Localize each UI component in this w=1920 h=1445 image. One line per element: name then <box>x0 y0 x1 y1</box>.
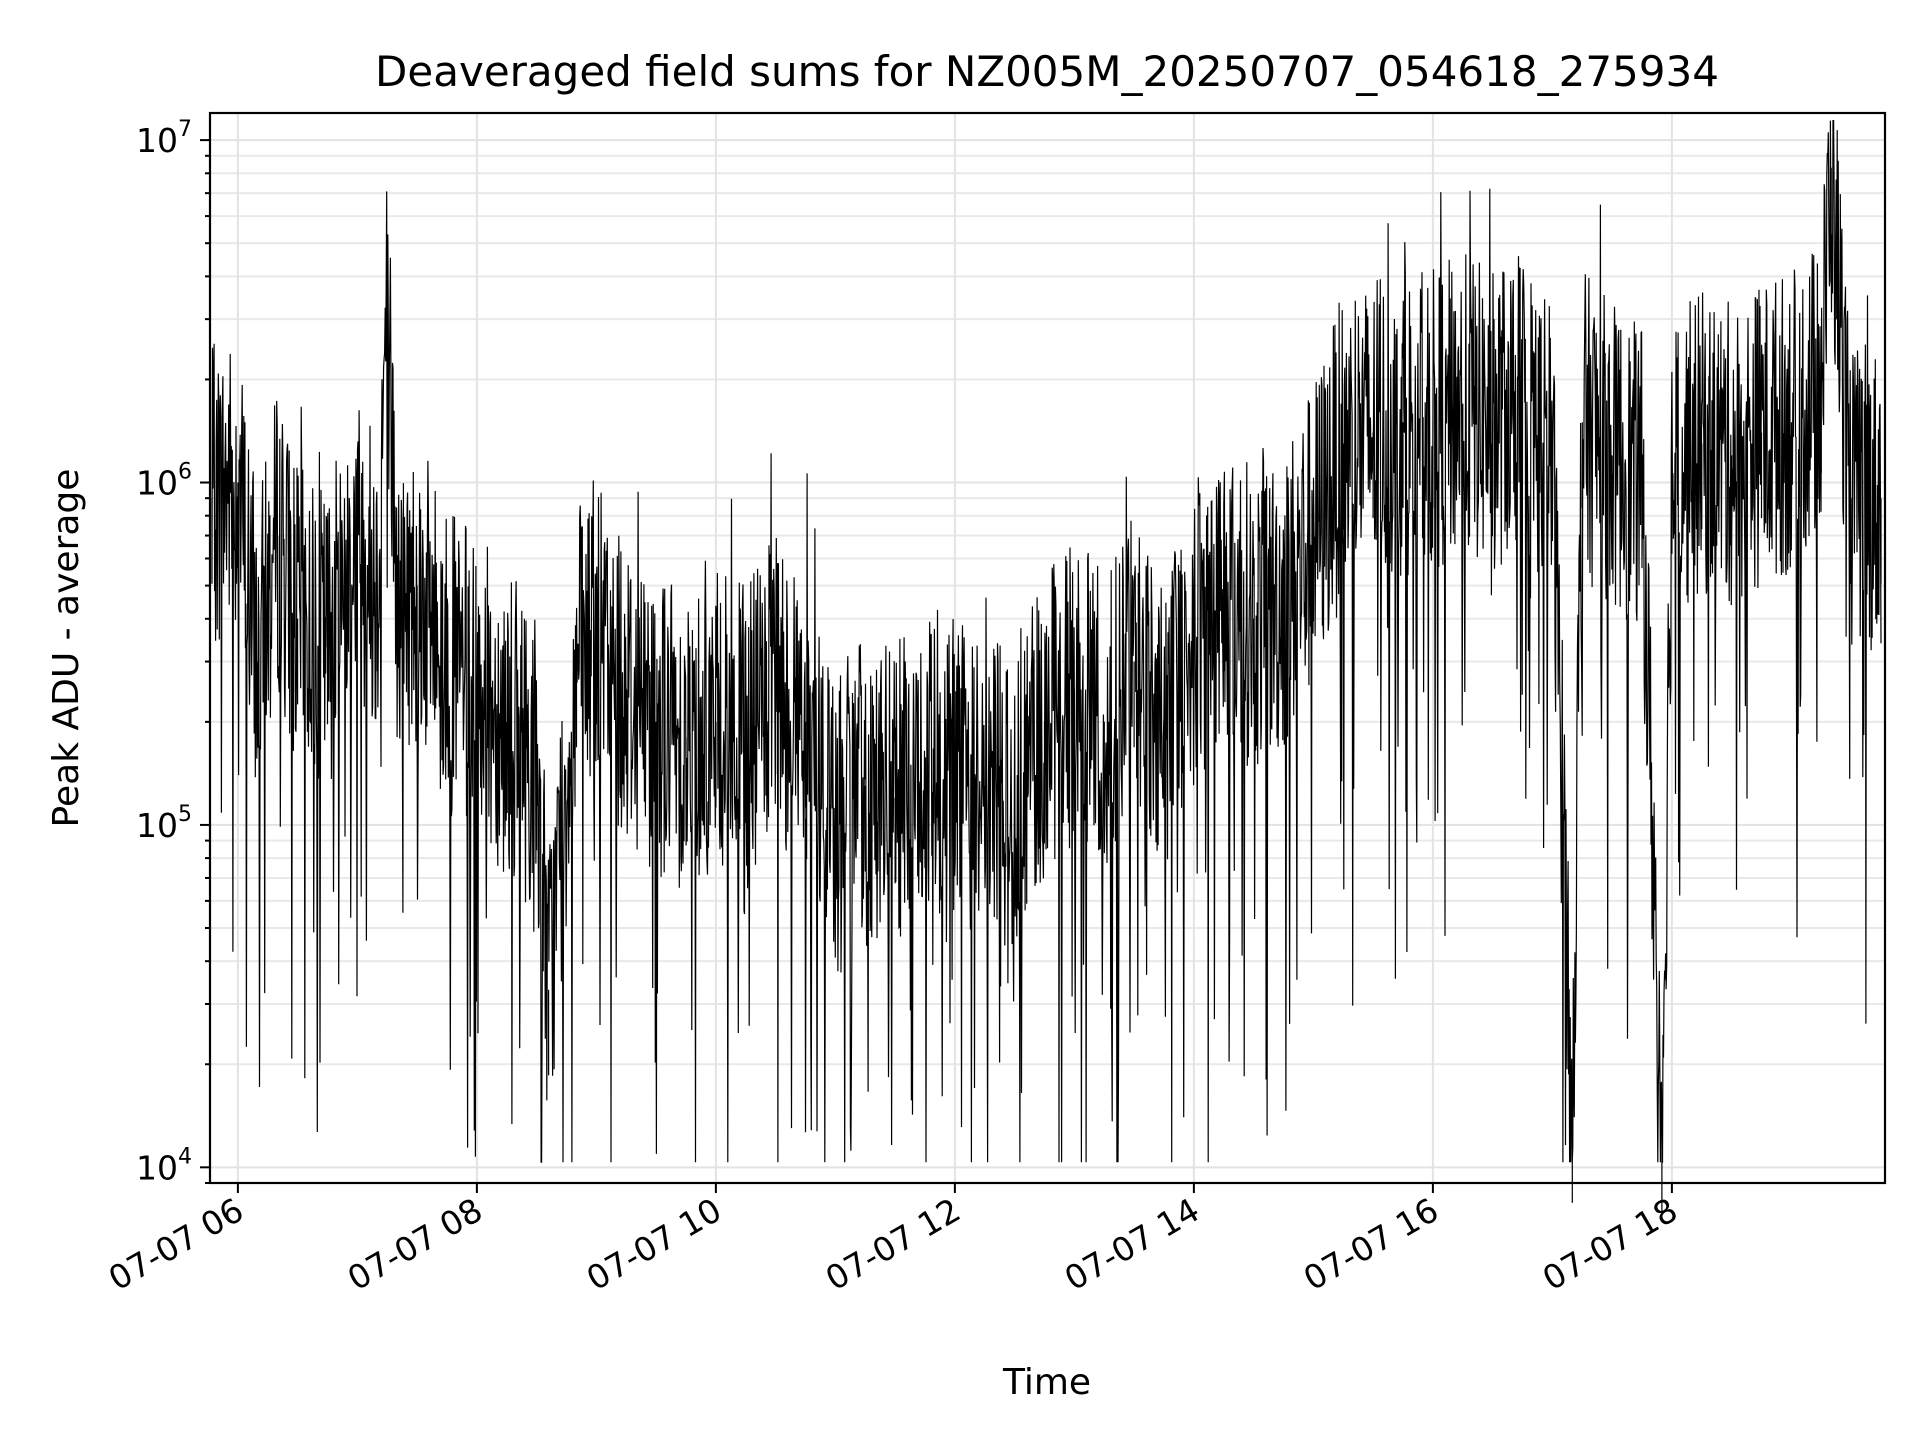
x-tick-label: 07-07 10 <box>580 1190 728 1298</box>
y-tick-base: 10 <box>136 121 178 160</box>
x-tick-label: 07-07 06 <box>102 1190 250 1298</box>
y-tick-exponent: 6 <box>178 460 192 485</box>
x-tick-label: 07-07 12 <box>819 1190 967 1298</box>
y-tick-exponent: 4 <box>178 1144 192 1169</box>
x-tick-label: 07-07 08 <box>341 1190 489 1298</box>
y-tick-label: 107 <box>136 117 192 160</box>
y-tick-base: 10 <box>136 464 178 503</box>
y-tick-base: 10 <box>136 806 178 845</box>
y-tick-label: 106 <box>136 460 192 503</box>
x-tick-label: 07-07 18 <box>1536 1190 1684 1298</box>
plot-frame <box>208 111 1887 1185</box>
y-axis-label: Peak ADU - average <box>46 469 87 828</box>
y-tick-base: 10 <box>136 1148 178 1187</box>
y-tick-exponent: 7 <box>178 117 192 142</box>
y-tick-label: 105 <box>136 802 192 845</box>
series-line <box>211 120 1882 1214</box>
y-tick-exponent: 5 <box>178 802 192 827</box>
chart-title: Deaveraged field sums for NZ005M_2025070… <box>375 47 1719 96</box>
y-tick-label: 104 <box>136 1144 192 1187</box>
x-tick-label: 07-07 14 <box>1058 1190 1206 1298</box>
x-tick-label: 07-07 16 <box>1297 1190 1445 1298</box>
x-axis-label: Time <box>1002 1362 1091 1403</box>
